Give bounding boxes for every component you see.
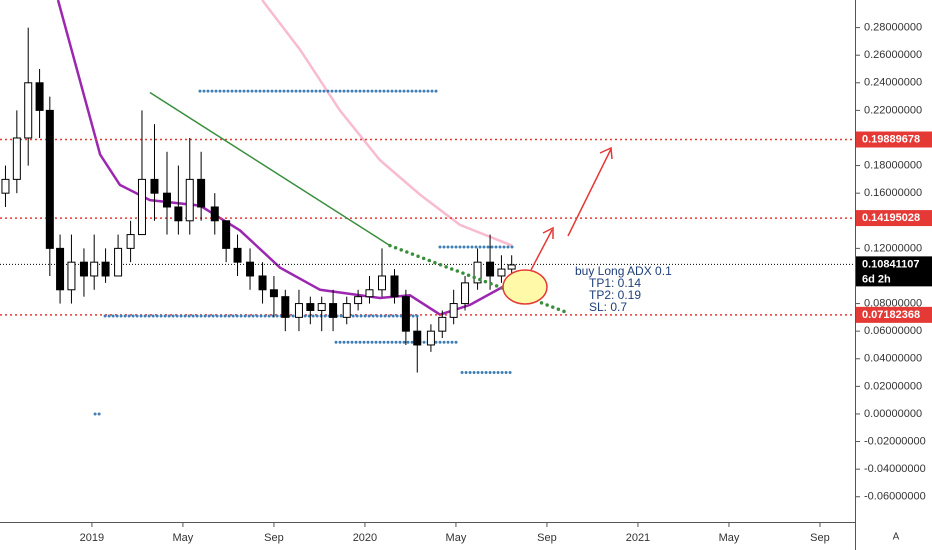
y-tick-label: 0.26000000 [864, 49, 922, 61]
candle-body [45, 109, 54, 249]
candle-body [413, 330, 422, 346]
y-tick-label: 0.08000000 [864, 297, 922, 309]
candle-body [35, 82, 44, 111]
x-tick-label: 2021 [626, 532, 650, 544]
x-tick-label: May [446, 532, 467, 544]
last-price-box [856, 256, 932, 287]
level-price-label: 0.19889678 [862, 133, 920, 145]
y-tick-label: 0.18000000 [864, 159, 922, 171]
candle-body [497, 268, 506, 277]
level-price-box [856, 306, 932, 323]
x-tick-label: May [173, 532, 194, 544]
candle-body [258, 275, 267, 291]
level-price-box [856, 210, 932, 227]
candle-body [197, 178, 206, 208]
x-tick-label: Sep [810, 532, 830, 544]
candle-body [269, 289, 278, 298]
y-tick-label: 0.02000000 [864, 380, 922, 392]
arrow-head [542, 226, 554, 239]
y-tick-label: 0.22000000 [864, 104, 922, 116]
y-tick-label: 0.00000000 [864, 408, 922, 420]
y-tick-label: 0.16000000 [864, 187, 922, 199]
candle-body [246, 261, 255, 277]
auto-scale-button[interactable]: A [893, 532, 900, 543]
annotation-text: buy Long ADX 0.1 [575, 264, 672, 278]
candle-body [12, 137, 21, 180]
candle-body [377, 275, 386, 291]
candle-body [473, 261, 482, 284]
moving-average [261, 0, 513, 247]
annotation-text: TP2: 0.19 [589, 288, 641, 302]
candle-body [101, 261, 110, 277]
x-tick-label: 2019 [80, 532, 104, 544]
x-tick-label: 2020 [353, 532, 377, 544]
y-tick-label: 0.06000000 [864, 325, 922, 337]
candle-body [56, 247, 65, 291]
candle-body [222, 220, 231, 249]
candle-body [233, 247, 242, 263]
candle-body [281, 296, 290, 318]
candle-body [401, 296, 410, 332]
y-tick-label: 0.24000000 [864, 77, 922, 89]
candle-body [162, 192, 171, 208]
candle-body [210, 206, 219, 222]
y-tick-label: 0.12000000 [864, 242, 922, 254]
arrow [530, 229, 553, 271]
candle-body [354, 296, 363, 305]
candle-body [486, 261, 495, 277]
arrow [567, 148, 612, 237]
last-price-label: 0.10841107 [862, 258, 920, 270]
trendline [149, 91, 391, 247]
y-tick-label: -0.02000000 [864, 435, 926, 447]
candle-body [137, 178, 146, 236]
candle-body [426, 330, 435, 346]
candle-body [306, 303, 315, 311]
candle-body [342, 303, 351, 318]
level-price-label: 0.14195028 [862, 212, 920, 224]
highlight-ellipse [502, 269, 548, 305]
candle-body [438, 316, 447, 332]
level-price-box [856, 131, 932, 148]
candle-body [24, 82, 33, 139]
candle-body [507, 264, 516, 270]
candle-body [185, 178, 194, 222]
plot-area [0, 0, 855, 416]
level-price-label: 0.07182368 [862, 309, 920, 321]
candle-body [390, 275, 399, 298]
candle-body [79, 261, 88, 277]
arrow-head [599, 146, 613, 160]
annotation-text: SL: 0.7 [589, 300, 627, 314]
candle-body [174, 206, 183, 222]
candle-body [90, 261, 99, 277]
annotation-text: TP1: 0.14 [589, 276, 641, 290]
x-tick-label: May [719, 532, 740, 544]
candle-body [126, 234, 135, 249]
candle-body [329, 303, 338, 318]
candle-body [150, 178, 159, 194]
x-tick-label: Sep [264, 532, 284, 544]
y-tick-label: 0.28000000 [864, 22, 922, 34]
candle-body [67, 261, 76, 291]
candle-body [1, 178, 10, 194]
candle-body [294, 303, 303, 318]
x-tick-label: Sep [537, 532, 557, 544]
candle-body [114, 247, 123, 277]
countdown-label: 6d 2h [862, 273, 891, 285]
y-tick-label: 0.04000000 [864, 353, 922, 365]
y-tick-label: -0.04000000 [864, 463, 926, 475]
candle-body [461, 282, 470, 305]
candle-body [317, 303, 326, 311]
y-tick-label: -0.06000000 [864, 491, 926, 503]
candle-body [449, 303, 458, 318]
price-axis: 0.28000000 0.26000000 0.24000000 0.22000000… [80, 22, 932, 544]
candle-body [365, 289, 374, 298]
